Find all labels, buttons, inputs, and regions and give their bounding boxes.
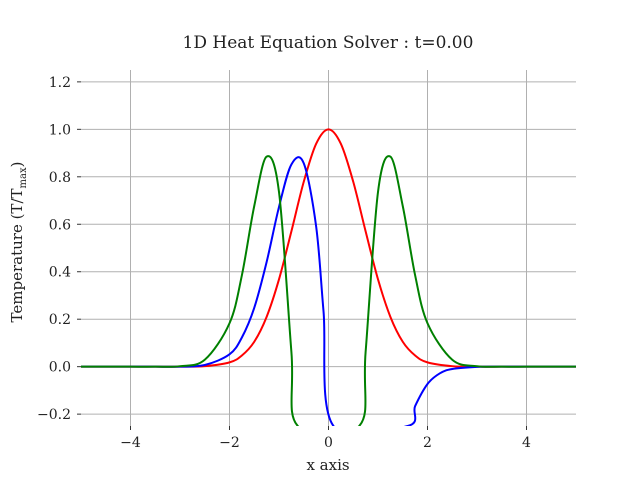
series-line-3 [81, 155, 576, 426]
y-tick-label: 0.2 [49, 312, 71, 328]
y-axis-label-suffix: ) [8, 162, 26, 168]
y-tick-label: 0.8 [49, 170, 71, 186]
ticks: −4 −2 0 2 4 −0.2 0.0 0.2 0.4 0.6 0.8 1.0 1.2 [37, 75, 531, 451]
x-axis-label: x axis [306, 456, 349, 474]
y-tick-label: 0.0 [49, 360, 71, 376]
x-tick-label: −4 [120, 435, 141, 451]
y-axis-label-main: Temperature (T/T [8, 189, 26, 323]
y-axis-label-subscript: max [18, 167, 29, 188]
y-tick-label: −0.2 [37, 407, 71, 423]
grid [81, 70, 576, 426]
chart-title: 1D Heat Equation Solver : t=0.00 [183, 33, 474, 53]
y-tick-label: 1.2 [49, 75, 71, 91]
x-tick-label: −2 [219, 435, 240, 451]
y-tick-label: 0.6 [49, 217, 71, 233]
x-tick-label: 2 [423, 435, 432, 451]
y-axis-label: Temperature (T/Tmax) [8, 162, 29, 323]
x-tick-label: 4 [522, 435, 531, 451]
x-tick-label: 0 [324, 435, 333, 451]
y-tick-label: 0.4 [49, 265, 71, 281]
y-tick-label: 1.0 [49, 122, 71, 138]
series-layer [81, 128, 576, 426]
